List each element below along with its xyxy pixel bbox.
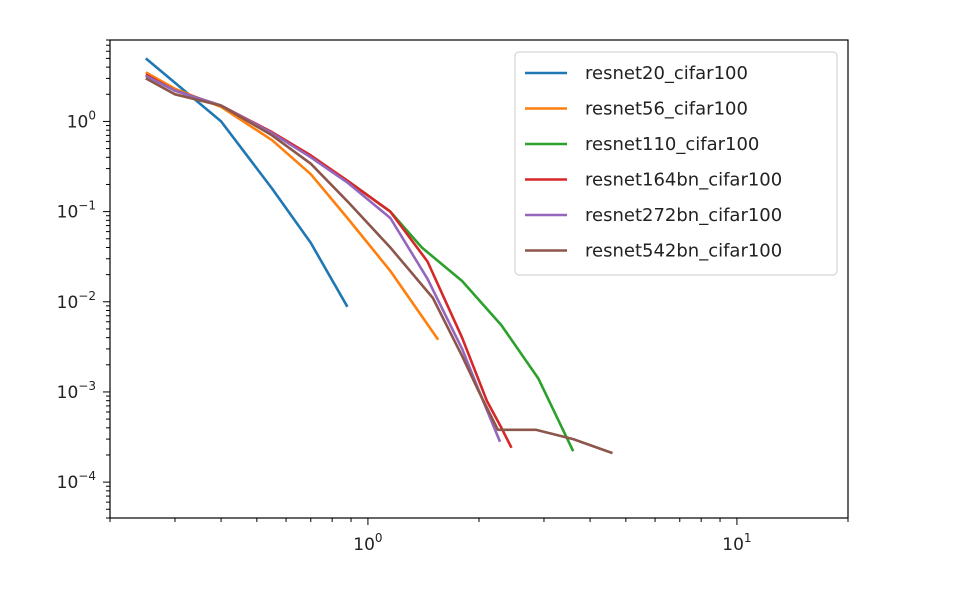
legend-label: resnet272bn_cifar100 xyxy=(585,205,782,226)
legend-label: resnet164bn_cifar100 xyxy=(585,170,782,191)
plot-frame xyxy=(109,39,849,519)
legend-label: resnet542bn_cifar100 xyxy=(585,241,782,262)
legend-label: resnet110_cifar100 xyxy=(585,134,759,155)
legend: resnet20_cifar100 resnet56_cifar100resnet… xyxy=(514,51,838,276)
y-axis: 100 10−1 10−2 10−3 10−4 xyxy=(57,39,110,519)
series-line-resnet542bn_cifar100 xyxy=(145,77,613,455)
x-tick-label: 100 xyxy=(353,531,382,555)
legend-label: resnet56_cifar100 xyxy=(585,99,748,120)
x-tick-label: 101 xyxy=(722,531,751,555)
y-tick-label: 10−4 xyxy=(57,469,96,493)
legend-box xyxy=(514,51,838,276)
legend-label: resnet20_cifar100 xyxy=(585,63,748,84)
y-tick-label: 10−2 xyxy=(57,289,96,313)
y-tick-label: 10−1 xyxy=(57,199,96,223)
y-tick-label: 10−3 xyxy=(57,379,96,403)
x-axis: 100 101 xyxy=(109,518,849,555)
series-layer xyxy=(144,57,613,455)
y-tick-label: 100 xyxy=(67,108,96,132)
